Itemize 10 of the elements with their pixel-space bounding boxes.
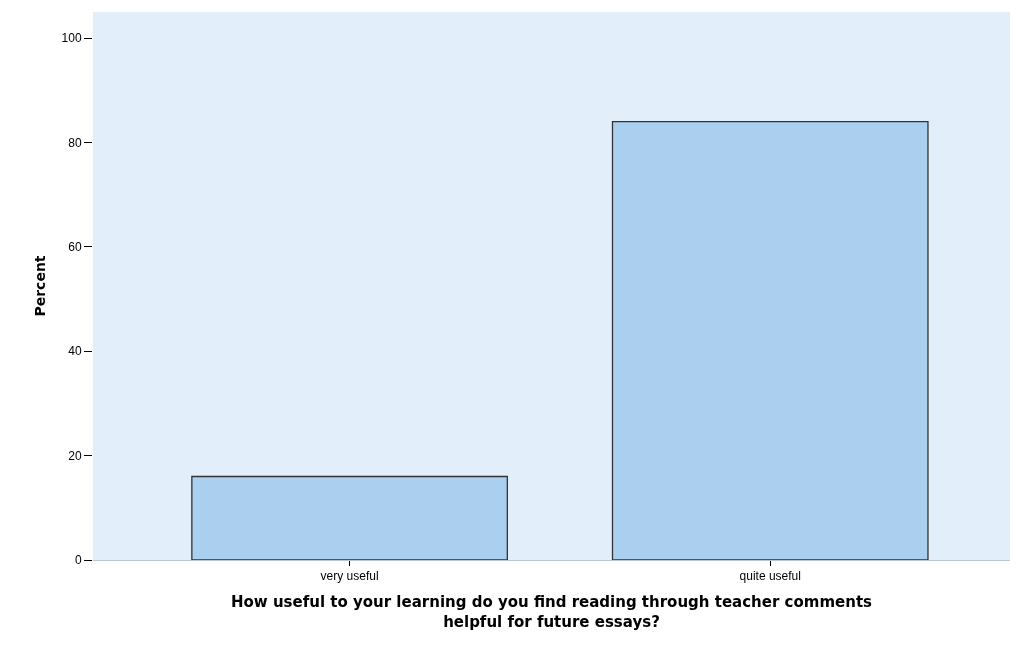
y-tick-label: 0: [74, 553, 82, 568]
y-tick-label: 20: [68, 448, 82, 463]
x-axis-title: How useful to your learning do you find reading through teacher comments helpful for future essays?: [231, 593, 873, 631]
x-tick-label: very useful: [320, 569, 379, 584]
y-axis-title: Percent: [32, 255, 49, 317]
y-tick-label: 40: [68, 344, 82, 359]
y-tick-label: 80: [68, 135, 82, 150]
y-tick-label: 60: [68, 240, 82, 255]
x-tick-label: quite useful: [739, 569, 801, 584]
y-tick-label: 100: [61, 31, 82, 46]
